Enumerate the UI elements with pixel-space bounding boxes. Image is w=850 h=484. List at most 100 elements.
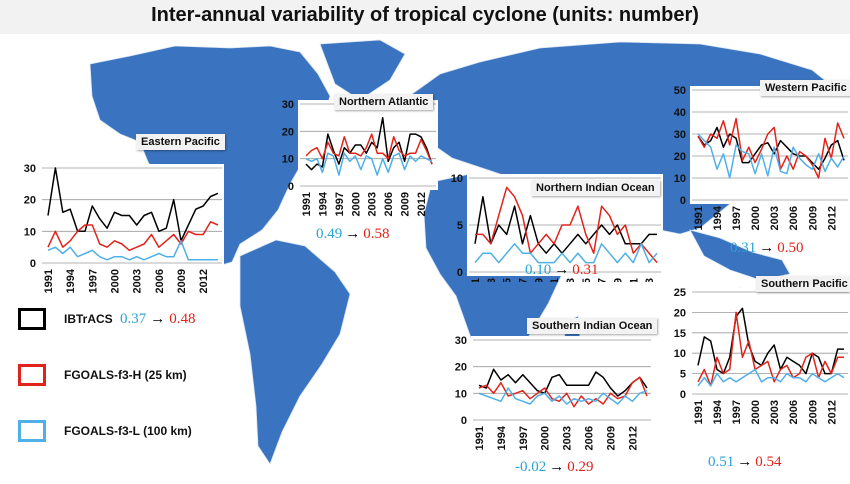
x-tick-label: 1995	[502, 278, 514, 282]
x-tick-label: 1997	[731, 206, 743, 230]
x-tick-label: 1997	[334, 192, 346, 216]
x-tick-label: 2003	[367, 192, 379, 216]
y-tick-label: 10	[455, 388, 467, 400]
y-tick-label: 40	[674, 107, 686, 119]
series-line	[47, 240, 218, 261]
x-tick-label: 2006	[584, 426, 596, 450]
southeast-asia-landmass	[689, 229, 791, 281]
x-tick-label: 1994	[712, 205, 724, 230]
time-series-chart: 0 10 20 30 1991 1994 1997 2000 2003 2006 2009 2012	[282, 99, 438, 216]
corr-high-res: 0.31	[572, 262, 599, 278]
x-tick-label: 2000	[750, 400, 762, 424]
series-line	[474, 243, 658, 264]
plot-area	[40, 164, 224, 267]
y-tick-label: 30	[282, 99, 294, 111]
correlation-readout: -0.02 → 0.29	[515, 459, 594, 476]
x-tick-label: 2009	[176, 269, 188, 293]
x-tick-label: 1994	[496, 425, 508, 450]
y-tick-label: 5	[457, 220, 463, 232]
y-tick-label: 20	[674, 151, 686, 163]
x-tick-label: 1997	[87, 269, 99, 293]
y-tick-label: 25	[674, 287, 686, 299]
y-tick-label: 0	[461, 415, 467, 427]
y-tick-label: 0	[457, 267, 463, 279]
y-tick-label: 50	[674, 85, 686, 97]
y-tick-label: 0	[288, 181, 294, 193]
x-tick-label: 1991	[470, 278, 482, 282]
y-tick-label: 20	[282, 126, 294, 138]
plot-area	[690, 86, 850, 204]
x-tick-label: 2009	[605, 426, 617, 450]
corr-low-res: -0.02	[515, 459, 547, 475]
corr-low-res: 0.37	[120, 311, 147, 327]
series-line	[305, 133, 433, 165]
time-series-chart: 0 10 20 30 1991 1994 1997 2000 2003 2006 2009 2012	[24, 163, 224, 293]
legend-label: FGOALS-f3-L (100 km)	[64, 424, 192, 438]
series-line	[697, 368, 845, 387]
corr-high-res: 0.50	[777, 240, 804, 256]
x-tick-label: 1994	[317, 191, 329, 216]
x-tick-label: 2006	[383, 192, 395, 216]
x-tick-label: 2003	[562, 426, 574, 450]
chart-panel-southern-indian-ocean: Southern Indian Ocean 0 10 20 30 1991 1994 199…	[445, 316, 658, 479]
greenland-landmass	[319, 39, 406, 101]
time-series-chart: 0 5 10 15 20 25 1991 1994 1997 2000 2003 2006 2009 20…	[674, 287, 850, 424]
y-tick-label: 30	[24, 163, 36, 175]
x-tick-label: 2012	[826, 206, 838, 230]
x-tick-label: 1991	[43, 269, 55, 293]
arrow-icon: →	[150, 311, 166, 327]
y-tick-label: 20	[24, 195, 36, 207]
x-tick-label: 1994	[65, 268, 77, 293]
y-tick-label: 20	[674, 307, 686, 319]
chart-panel-northern-atlantic: Northern Atlantic 0 10 20 30 1991 1994 1997 200…	[270, 92, 450, 252]
x-tick-label: 1997	[731, 400, 743, 424]
chart-panel-western-pacific: Western Pacific 0 10 20 30 40 50 1991 1994 1997 2…	[668, 76, 850, 266]
arrow-icon: →	[554, 262, 570, 278]
page-title: Inter-annual variability of tropical cyc…	[151, 4, 699, 26]
legend-swatch	[18, 420, 46, 442]
arrow-icon: →	[737, 454, 753, 470]
region-label: Western Pacific	[760, 80, 850, 96]
y-tick-label: 5	[680, 369, 686, 381]
x-tick-label: 2006	[154, 269, 166, 293]
south-america-landmass	[239, 239, 351, 465]
x-tick-label: 2000	[350, 192, 362, 216]
x-tick-label: 2013	[644, 278, 656, 282]
region-label: Eastern Pacific	[136, 134, 225, 150]
title-bar	[0, 0, 850, 34]
series-line	[474, 196, 657, 254]
y-tick-label: 0	[680, 389, 686, 401]
x-tick-label: 2009	[400, 192, 412, 216]
arrow-icon: →	[345, 226, 361, 242]
corr-high-res: 0.29	[567, 459, 594, 475]
series-line	[478, 376, 648, 408]
legend: IBTrACS 0.37 → 0.48 FGOALS-f3-H (25 km) FG…	[10, 300, 230, 460]
series-line	[47, 221, 219, 252]
series-line	[697, 311, 844, 387]
correlation-readout: 0.37 → 0.48	[120, 311, 196, 328]
series-line	[47, 167, 219, 242]
y-tick-label: 10	[451, 173, 463, 185]
y-tick-label: 0	[30, 258, 36, 270]
x-tick-label: 2003	[132, 269, 144, 293]
correlation-readout: 0.51 → 0.54	[708, 454, 782, 471]
series-line	[475, 186, 658, 264]
region-label: Southern Indian Ocean	[527, 318, 658, 334]
legend-label: IBTrACS	[64, 312, 113, 326]
corr-low-res: 0.51	[708, 454, 735, 470]
x-tick-label: 2003	[769, 400, 781, 424]
time-series-chart: 0 10 20 30 1991 1994 1997 2000 2003 2006 2009 2012	[455, 335, 653, 450]
x-tick-label: 2000	[110, 269, 122, 293]
region-label: Northern Atlantic	[334, 94, 434, 110]
x-tick-label: 2012	[416, 192, 428, 216]
y-tick-label: 10	[674, 348, 686, 360]
x-tick-label: 2012	[198, 269, 210, 293]
corr-low-res: 0.49	[316, 226, 343, 242]
corr-low-res: 0.31	[730, 240, 757, 256]
legend-swatch	[18, 364, 46, 386]
corr-high-res: 0.48	[169, 311, 196, 327]
y-tick-label: 10	[24, 226, 36, 238]
plot-area	[471, 336, 653, 424]
series-line	[305, 152, 433, 176]
x-tick-label: 1994	[712, 399, 724, 424]
